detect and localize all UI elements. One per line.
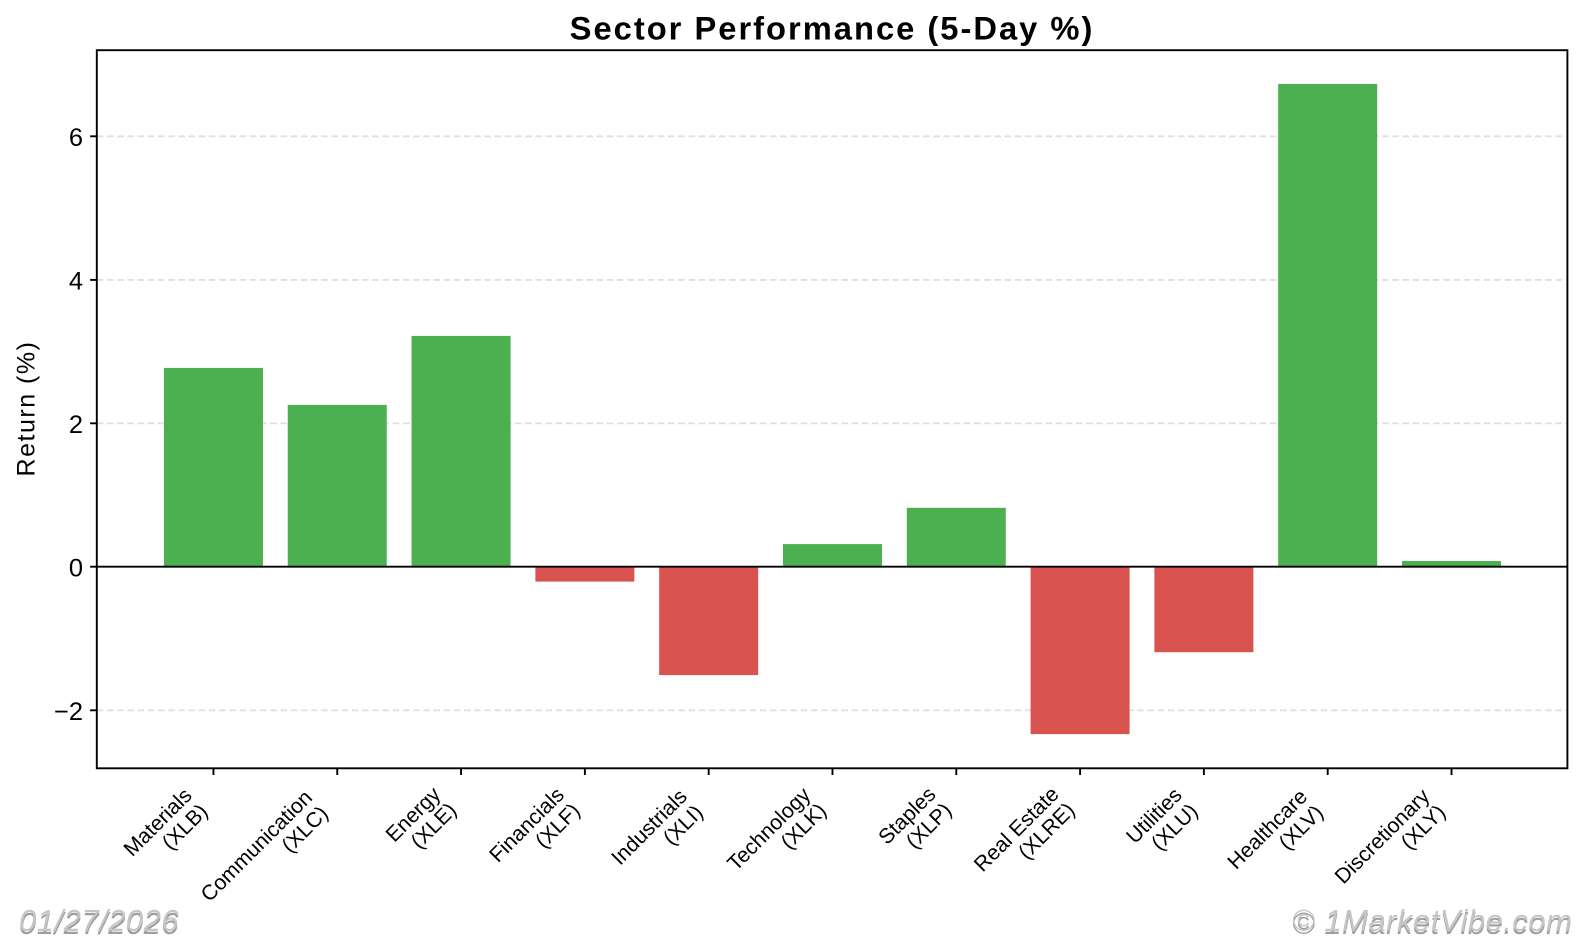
- svg-text:© 1MarketVibe.com: © 1MarketVibe.com: [1292, 906, 1573, 940]
- svg-text:−2: −2: [54, 698, 83, 726]
- svg-text:2: 2: [69, 411, 83, 439]
- svg-text:4: 4: [69, 268, 83, 296]
- svg-text:Sector Performance (5-Day %): Sector Performance (5-Day %): [570, 10, 1095, 47]
- svg-text:0: 0: [69, 555, 83, 583]
- svg-text:© 1MarketVibe.com: © 1MarketVibe.com: [1292, 903, 1573, 938]
- svg-text:01/27/2026: 01/27/2026: [19, 903, 179, 938]
- svg-text:Return (%): Return (%): [13, 341, 41, 477]
- svg-text:6: 6: [69, 124, 83, 152]
- svg-text:01/27/2026: 01/27/2026: [19, 906, 179, 940]
